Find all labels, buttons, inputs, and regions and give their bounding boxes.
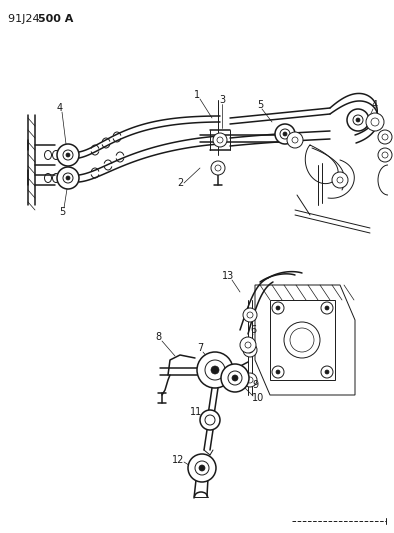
Circle shape xyxy=(57,144,79,166)
Circle shape xyxy=(280,129,290,139)
Circle shape xyxy=(211,366,219,374)
Circle shape xyxy=(272,366,284,378)
Circle shape xyxy=(284,322,320,358)
Circle shape xyxy=(240,337,256,353)
Circle shape xyxy=(243,308,257,322)
Circle shape xyxy=(275,124,295,144)
Text: 5: 5 xyxy=(257,100,263,110)
Circle shape xyxy=(325,306,329,310)
Circle shape xyxy=(276,370,280,374)
Text: 11: 11 xyxy=(190,407,202,417)
Circle shape xyxy=(247,377,253,383)
Circle shape xyxy=(213,133,227,147)
Circle shape xyxy=(195,461,209,475)
Circle shape xyxy=(337,177,343,183)
Circle shape xyxy=(63,173,73,183)
Text: 1: 1 xyxy=(194,90,200,100)
Circle shape xyxy=(205,360,225,380)
Circle shape xyxy=(283,132,287,136)
Circle shape xyxy=(356,118,360,122)
Text: 2: 2 xyxy=(177,178,183,188)
Text: 500 A: 500 A xyxy=(38,14,73,24)
Circle shape xyxy=(215,165,221,171)
Circle shape xyxy=(287,132,303,148)
Circle shape xyxy=(66,176,70,180)
Text: 8: 8 xyxy=(155,332,161,342)
Circle shape xyxy=(57,167,79,189)
Circle shape xyxy=(321,366,333,378)
Circle shape xyxy=(325,370,329,374)
Circle shape xyxy=(243,373,257,387)
Circle shape xyxy=(378,148,392,162)
Circle shape xyxy=(382,152,388,158)
Circle shape xyxy=(247,312,253,318)
Circle shape xyxy=(366,113,384,131)
Text: 9: 9 xyxy=(252,380,258,390)
Circle shape xyxy=(211,161,225,175)
Circle shape xyxy=(321,302,333,314)
Circle shape xyxy=(63,150,73,160)
Circle shape xyxy=(332,172,348,188)
Circle shape xyxy=(221,364,249,392)
Circle shape xyxy=(188,454,216,482)
Circle shape xyxy=(290,328,314,352)
Text: 5: 5 xyxy=(59,207,65,217)
Circle shape xyxy=(247,347,253,353)
Circle shape xyxy=(199,465,205,471)
Text: 7: 7 xyxy=(197,343,203,353)
Text: 91J24: 91J24 xyxy=(8,14,43,24)
Circle shape xyxy=(276,306,280,310)
Circle shape xyxy=(200,410,220,430)
Text: 4: 4 xyxy=(57,103,63,113)
Circle shape xyxy=(228,371,242,385)
Circle shape xyxy=(217,137,223,143)
Text: 13: 13 xyxy=(222,271,234,281)
Text: 12: 12 xyxy=(172,455,184,465)
Text: 3: 3 xyxy=(219,95,225,105)
Circle shape xyxy=(232,375,238,381)
Circle shape xyxy=(245,342,251,348)
Circle shape xyxy=(378,130,392,144)
Circle shape xyxy=(353,115,363,125)
Text: 6: 6 xyxy=(250,325,256,335)
Circle shape xyxy=(371,118,379,126)
Circle shape xyxy=(205,415,215,425)
Circle shape xyxy=(197,352,233,388)
Circle shape xyxy=(382,134,388,140)
Circle shape xyxy=(243,343,257,357)
Circle shape xyxy=(66,153,70,157)
Circle shape xyxy=(347,109,369,131)
Circle shape xyxy=(272,302,284,314)
Text: 10: 10 xyxy=(252,393,264,403)
Circle shape xyxy=(292,137,298,143)
Text: 4: 4 xyxy=(372,100,378,110)
